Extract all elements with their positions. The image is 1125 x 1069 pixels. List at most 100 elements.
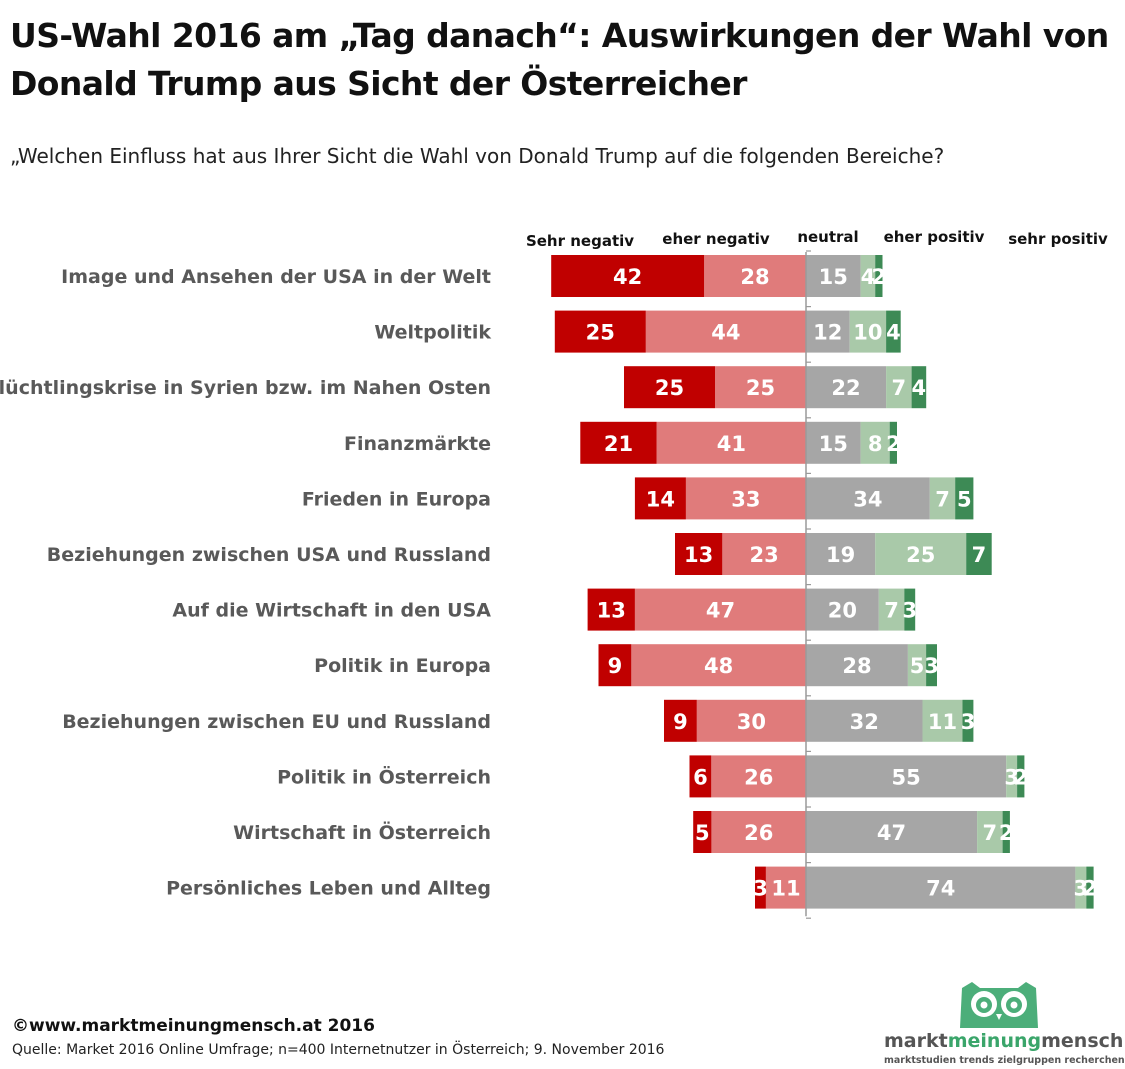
bar-neutral xyxy=(806,477,930,520)
bar-eher-negativ xyxy=(656,421,806,464)
bar-eher-negativ xyxy=(696,699,806,742)
category-label: Finanzmärkte xyxy=(344,433,491,455)
bar-neutral xyxy=(806,421,861,464)
bar-neutral xyxy=(806,811,978,853)
bar-sehr-positiv xyxy=(911,366,927,409)
data-label-sehr-positiv: 2 xyxy=(1083,877,1098,901)
bar-sehr-positiv xyxy=(1002,811,1010,853)
data-label-eher-positiv: 7 xyxy=(935,487,950,511)
bar-eher-positiv xyxy=(1006,755,1018,798)
bar-eher-negativ xyxy=(645,310,806,353)
data-label-eher-negativ: 33 xyxy=(731,487,760,511)
bar-sehr-negativ xyxy=(598,644,632,687)
bar-eher-positiv xyxy=(886,366,912,409)
data-label-neutral: 32 xyxy=(850,710,879,734)
bar-sehr-positiv xyxy=(926,644,937,687)
category-label: Frieden in Europa xyxy=(302,488,491,510)
copyright-text: ©www.marktmeinungmensch.at 2016 xyxy=(12,1016,375,1036)
data-label-neutral: 22 xyxy=(831,376,860,400)
bar-eher-negativ xyxy=(685,477,806,520)
bar-eher-positiv xyxy=(922,699,963,742)
bar-eher-negativ xyxy=(711,811,806,853)
diverging-bar-chart: Sehr negativ eher negativ neutral eher posi… xyxy=(0,228,1108,919)
bar-sehr-negativ xyxy=(755,866,766,909)
legend-sehr-positiv: sehr positiv xyxy=(1008,230,1108,248)
bar-eher-positiv xyxy=(929,477,956,520)
bar-eher-negativ xyxy=(631,644,806,687)
data-label-neutral: 34 xyxy=(853,487,882,511)
category-label: Persönliches Leben und Allteg xyxy=(166,878,491,900)
data-label-eher-negativ: 23 xyxy=(749,543,778,567)
data-label-eher-negativ: 41 xyxy=(717,432,746,456)
bar-eher-positiv xyxy=(849,310,887,353)
page-title: US-Wahl 2016 am „Tag danach“: Auswirkung… xyxy=(10,16,1109,103)
data-label-sehr-positiv: 3 xyxy=(961,710,976,734)
data-label-sehr-positiv: 4 xyxy=(911,376,926,400)
bar-sehr-negativ xyxy=(554,310,646,353)
bar-eher-positiv xyxy=(977,811,1003,853)
data-label-sehr-negativ: 42 xyxy=(613,265,642,289)
data-label-eher-positiv: 5 xyxy=(910,654,925,678)
data-label-sehr-negativ: 25 xyxy=(655,376,684,400)
bar-sehr-positiv xyxy=(962,699,974,742)
category-label: Politik in Österreich xyxy=(277,764,491,788)
data-label-eher-positiv: 11 xyxy=(928,710,957,734)
data-label-neutral: 20 xyxy=(828,599,857,623)
bar-eher-positiv xyxy=(1075,866,1087,909)
data-label-eher-positiv: 8 xyxy=(868,432,883,456)
data-label-eher-positiv: 7 xyxy=(982,821,997,845)
data-label-sehr-negativ: 3 xyxy=(753,877,768,901)
bar-neutral xyxy=(806,255,861,297)
bar-eher-positiv xyxy=(875,533,967,575)
data-label-sehr-negativ: 25 xyxy=(586,321,615,345)
question-subtitle: „Welchen Einfluss hat aus Ihrer Sicht di… xyxy=(10,144,945,168)
bar-eher-negativ xyxy=(704,255,806,297)
bar-sehr-positiv xyxy=(966,533,992,575)
data-label-neutral: 55 xyxy=(891,765,920,789)
data-label-eher-positiv: 7 xyxy=(891,376,906,400)
bar-sehr-negativ xyxy=(664,699,697,742)
data-label-neutral: 28 xyxy=(842,654,871,678)
data-label-neutral: 15 xyxy=(819,265,848,289)
data-label-eher-negativ: 28 xyxy=(740,265,769,289)
bar-sehr-positiv xyxy=(886,310,901,353)
logo-tagline: marktstudien trends zielgruppen recherch… xyxy=(884,1055,1125,1066)
bar-neutral xyxy=(806,310,850,353)
brand-logo[interactable]: marktmeinungmensch marktstudien trends z… xyxy=(884,978,1125,1068)
bar-eher-positiv xyxy=(907,644,927,687)
bar-neutral xyxy=(806,533,876,575)
bar-neutral xyxy=(806,366,887,409)
bar-sehr-negativ xyxy=(580,421,657,464)
data-label-eher-positiv: 4 xyxy=(861,265,876,289)
data-label-eher-negativ: 30 xyxy=(737,710,766,734)
data-label-sehr-negativ: 6 xyxy=(693,765,708,789)
legend-eher-positiv: eher positiv xyxy=(884,228,985,246)
data-label-eher-positiv: 3 xyxy=(1073,877,1088,901)
bar-eher-negativ xyxy=(766,866,806,909)
data-label-sehr-negativ: 13 xyxy=(597,599,626,623)
data-label-sehr-positiv: 2 xyxy=(871,265,886,289)
bar-sehr-negativ xyxy=(693,811,712,853)
data-label-eher-positiv: 25 xyxy=(906,543,935,567)
data-label-eher-negativ: 25 xyxy=(746,376,775,400)
legend-neutral: neutral xyxy=(797,228,858,246)
bar-neutral xyxy=(806,755,1007,798)
legend-eher-negativ: eher negativ xyxy=(662,230,770,248)
data-label-eher-positiv: 3 xyxy=(1004,765,1019,789)
bar-sehr-positiv xyxy=(1086,866,1094,909)
data-label-eher-negativ: 11 xyxy=(771,877,800,901)
data-label-eher-negativ: 48 xyxy=(704,654,733,678)
bar-sehr-positiv xyxy=(889,421,897,464)
bar-eher-negativ xyxy=(722,533,806,575)
data-label-sehr-positiv: 5 xyxy=(957,487,972,511)
category-label: Beziehungen zwischen USA und Russland xyxy=(47,544,491,566)
data-label-sehr-negativ: 21 xyxy=(604,432,633,456)
bar-sehr-positiv xyxy=(1017,755,1025,798)
category-label: Image und Ansehen der USA in der Welt xyxy=(61,266,491,288)
data-label-eher-positiv: 10 xyxy=(853,321,882,345)
data-label-sehr-negativ: 5 xyxy=(695,821,710,845)
data-label-sehr-positiv: 2 xyxy=(886,432,901,456)
bar-sehr-positiv xyxy=(875,255,883,297)
data-label-sehr-positiv: 2 xyxy=(1013,765,1028,789)
bar-eher-negativ xyxy=(634,588,806,631)
